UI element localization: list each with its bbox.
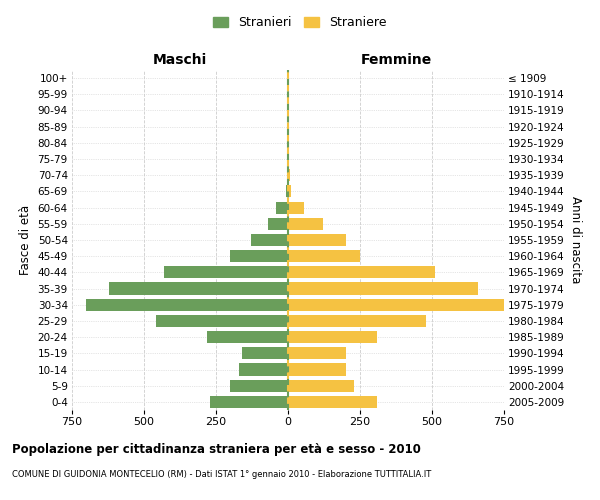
Bar	[288, 250, 360, 262]
Bar	[288, 380, 354, 392]
Bar	[251, 234, 288, 246]
Bar	[164, 266, 288, 278]
Bar	[288, 153, 289, 165]
Bar	[287, 169, 288, 181]
Bar	[288, 331, 377, 343]
Bar	[155, 315, 288, 327]
Text: Popolazione per cittadinanza straniera per età e sesso - 2010: Popolazione per cittadinanza straniera p…	[12, 442, 421, 456]
Bar	[288, 298, 504, 311]
Bar	[277, 202, 288, 213]
Bar	[86, 298, 288, 311]
Bar	[288, 266, 435, 278]
Bar	[288, 169, 290, 181]
Bar	[109, 282, 288, 294]
Text: COMUNE DI GUIDONIA MONTECELIO (RM) - Dati ISTAT 1° gennaio 2010 - Elaborazione T: COMUNE DI GUIDONIA MONTECELIO (RM) - Dat…	[12, 470, 431, 479]
Bar	[268, 218, 288, 230]
Bar	[288, 315, 426, 327]
Bar	[230, 250, 288, 262]
Y-axis label: Fasce di età: Fasce di età	[19, 205, 32, 275]
Bar	[230, 380, 288, 392]
Bar	[288, 396, 377, 408]
Bar	[288, 364, 346, 376]
Bar	[208, 331, 288, 343]
Bar	[288, 186, 292, 198]
Bar	[288, 282, 478, 294]
Bar	[288, 234, 346, 246]
Bar	[286, 186, 288, 198]
Text: Femmine: Femmine	[361, 53, 431, 67]
Bar	[210, 396, 288, 408]
Bar	[239, 364, 288, 376]
Bar	[288, 348, 346, 360]
Bar	[287, 153, 288, 165]
Legend: Stranieri, Straniere: Stranieri, Straniere	[208, 11, 392, 34]
Bar	[288, 202, 304, 213]
Text: Maschi: Maschi	[153, 53, 207, 67]
Y-axis label: Anni di nascita: Anni di nascita	[569, 196, 581, 284]
Bar	[242, 348, 288, 360]
Bar	[288, 218, 323, 230]
